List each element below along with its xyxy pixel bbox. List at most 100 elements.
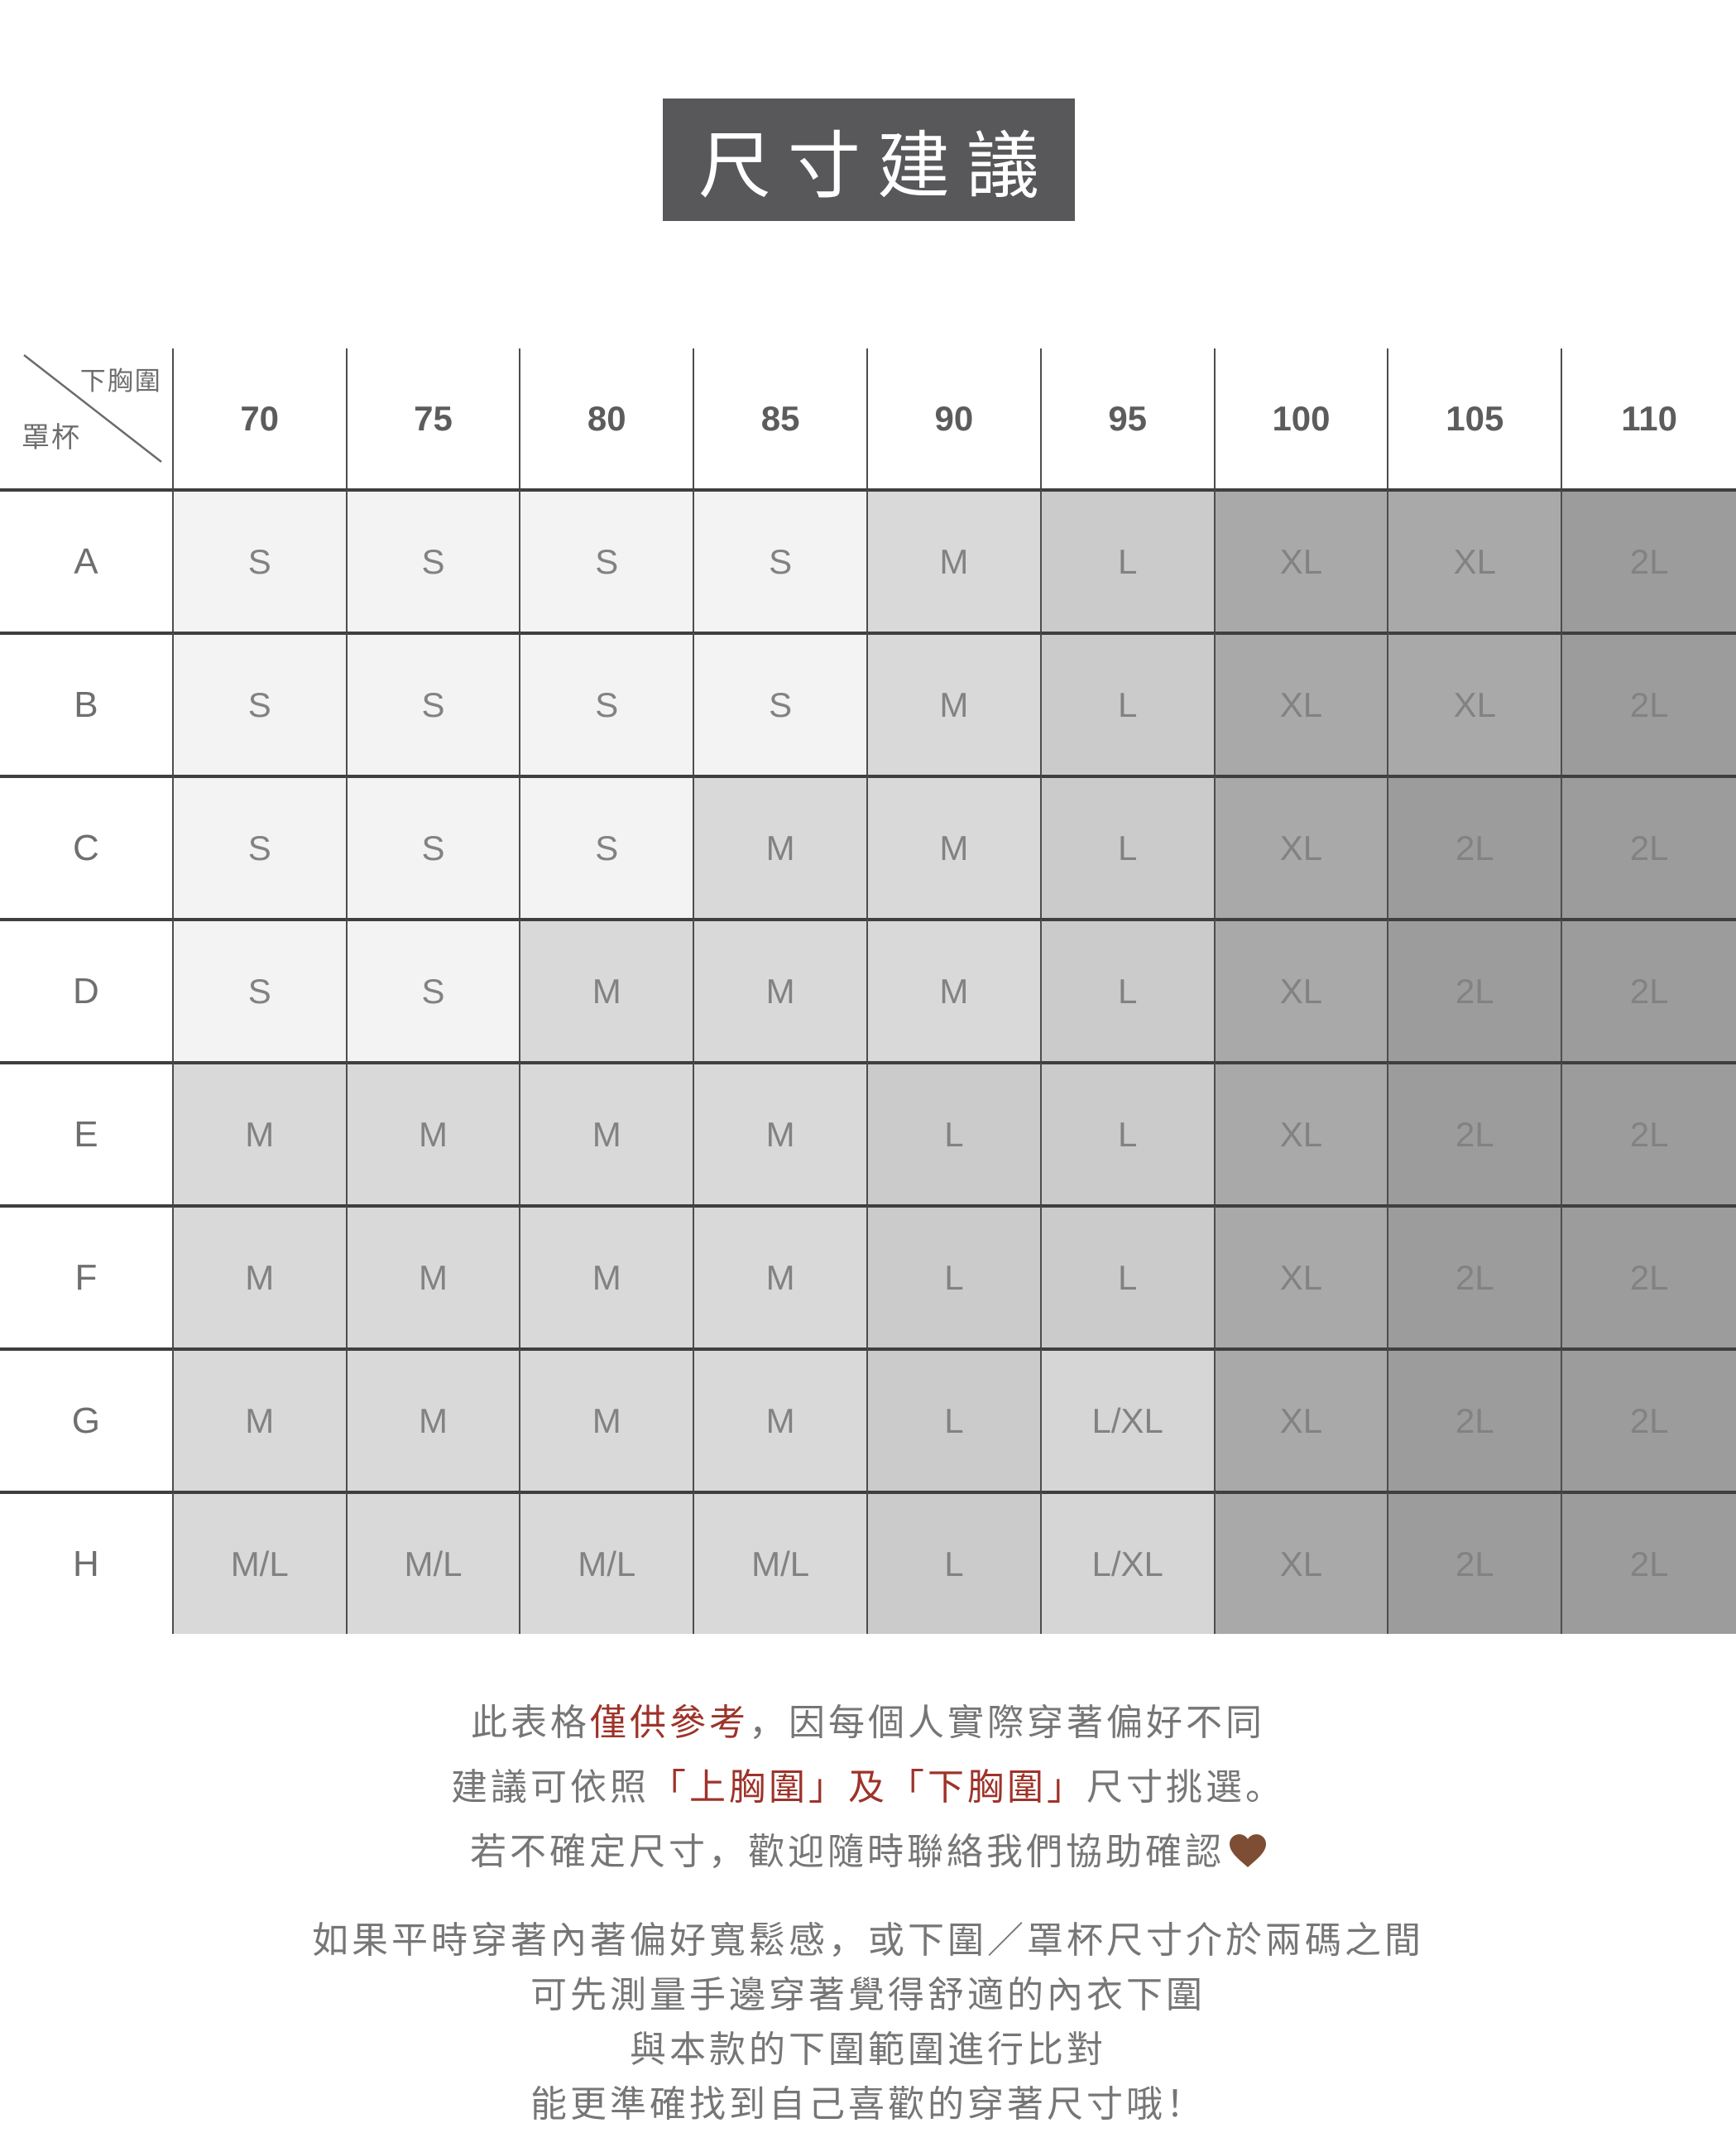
note-text: 如果平時穿著內著偏好寬鬆感，或下圍／罩杯尺寸介於兩碼之間 [312, 1920, 1424, 1961]
size-cell-G-110: 2L [1562, 1347, 1736, 1491]
row-label-H: H [0, 1491, 174, 1634]
size-cell-D-100: XL [1215, 918, 1389, 1061]
size-cell-C-95: L [1041, 775, 1216, 918]
size-cell-D-85: M [694, 918, 868, 1061]
size-cell-D-80: M [520, 918, 695, 1061]
size-cell-F-100: XL [1215, 1204, 1389, 1347]
size-cell-A-85: S [694, 488, 868, 632]
column-header-110: 110 [1562, 348, 1736, 488]
size-cell-A-100: XL [1215, 488, 1389, 632]
corner-header-cell: 下胸圍罩杯 [0, 348, 174, 488]
size-cell-G-75: M [347, 1347, 521, 1491]
note-text: 尺寸挑選。 [1086, 1767, 1285, 1808]
page-title: 尺寸建議 [698, 124, 1056, 207]
size-cell-G-70: M [173, 1347, 348, 1491]
size-cell-H-70: M/L [173, 1491, 348, 1634]
size-cell-E-75: M [347, 1061, 521, 1204]
size-cell-D-75: S [347, 918, 521, 1061]
size-cell-F-85: M [694, 1204, 868, 1347]
size-cell-F-70: M [173, 1204, 348, 1347]
size-cell-H-85: M/L [694, 1491, 868, 1634]
size-cell-A-80: S [520, 488, 695, 632]
note-line: 可先測量手邊穿著覺得舒適的內衣下圍 [0, 1968, 1736, 2023]
size-cell-H-95: L/XL [1041, 1491, 1216, 1634]
size-cell-F-75: M [347, 1204, 521, 1347]
column-header-70: 70 [173, 348, 348, 488]
size-cell-E-70: M [173, 1061, 348, 1204]
note-text: 能更準確找到自己喜歡的穿著尺寸哦！ [530, 2084, 1206, 2125]
size-cell-B-110: 2L [1562, 632, 1736, 775]
size-cell-C-80: S [520, 775, 695, 918]
size-cell-G-105: 2L [1388, 1347, 1563, 1491]
size-cell-B-105: XL [1388, 632, 1563, 775]
size-cell-G-95: L/XL [1041, 1347, 1216, 1491]
size-cell-F-95: L [1041, 1204, 1216, 1347]
size-cell-D-95: L [1041, 918, 1216, 1061]
size-cell-A-70: S [173, 488, 348, 632]
row-label-C: C [0, 775, 174, 918]
size-cell-A-95: L [1041, 488, 1216, 632]
note-text: 與本款的下圍範圍進行比對 [630, 2030, 1106, 2070]
size-cell-G-85: M [694, 1347, 868, 1491]
size-cell-F-80: M [520, 1204, 695, 1347]
corner-label-cup: 罩杯 [22, 422, 81, 454]
size-cell-E-80: M [520, 1061, 695, 1204]
size-cell-C-100: XL [1215, 775, 1389, 918]
size-cell-C-90: M [868, 775, 1042, 918]
size-cell-C-75: S [347, 775, 521, 918]
size-cell-E-110: 2L [1562, 1061, 1736, 1204]
size-cell-B-80: S [520, 632, 695, 775]
row-label-E: E [0, 1061, 174, 1204]
size-cell-C-105: 2L [1388, 775, 1563, 918]
size-cell-A-105: XL [1388, 488, 1563, 632]
size-chart-table: 下胸圍 罩杯 70 75 80 85 90 95 100 105 110 A S S S S M L XL XL 2L B… [0, 348, 1736, 1634]
size-cell-B-100: XL [1215, 632, 1389, 775]
size-cell-F-110: 2L [1562, 1204, 1736, 1347]
column-header-100: 100 [1215, 348, 1389, 488]
size-cell-H-80: M/L [520, 1491, 695, 1634]
note-line: 如果平時穿著內著偏好寬鬆感，或下圍／罩杯尺寸介於兩碼之間 [0, 1914, 1736, 1968]
size-cell-B-95: L [1041, 632, 1216, 775]
column-header-85: 85 [694, 348, 868, 488]
size-cell-H-105: 2L [1388, 1491, 1563, 1634]
size-cell-F-105: 2L [1388, 1204, 1563, 1347]
size-cell-E-95: L [1041, 1061, 1216, 1204]
row-label-G: G [0, 1347, 174, 1491]
size-cell-D-110: 2L [1562, 918, 1736, 1061]
size-cell-C-85: M [694, 775, 868, 918]
note-line: 若不確定尺寸，歡迎隨時聯絡我們協助確認 [0, 1820, 1736, 1888]
size-cell-B-85: S [694, 632, 868, 775]
size-cell-E-100: XL [1215, 1061, 1389, 1204]
note-text: 若不確定尺寸，歡迎隨時聯絡我們協助確認 [470, 1832, 1225, 1872]
note-text: 建議可依照 [451, 1767, 650, 1808]
note-measure-tip: 如果平時穿著內著偏好寬鬆感，或下圍／罩杯尺寸介於兩碼之間 可先測量手邊穿著覺得舒適… [0, 1914, 1736, 2132]
corner-label-underbust: 下胸圍 [79, 367, 162, 396]
size-cell-D-70: S [173, 918, 348, 1061]
size-cell-D-105: 2L [1388, 918, 1563, 1061]
note-text: 可先測量手邊穿著覺得舒適的內衣下圍 [530, 1975, 1206, 2015]
diagonal-divider [23, 354, 162, 463]
size-cell-A-110: 2L [1562, 488, 1736, 632]
note-text: 此表格 [471, 1703, 590, 1743]
size-cell-E-105: 2L [1388, 1061, 1563, 1204]
size-cell-D-90: M [868, 918, 1042, 1061]
note-text: ，因每個人實際穿著偏好不同 [749, 1703, 1265, 1743]
size-cell-A-75: S [347, 488, 521, 632]
column-header-90: 90 [868, 348, 1042, 488]
brown-heart-icon [1230, 1823, 1266, 1888]
size-cell-C-70: S [173, 775, 348, 918]
page-title-box: 尺寸建議 [663, 98, 1075, 221]
size-cell-C-110: 2L [1562, 775, 1736, 918]
note-line: 此表格僅供參考，因每個人實際穿著偏好不同 [0, 1691, 1736, 1756]
size-cell-H-75: M/L [347, 1491, 521, 1634]
size-cell-H-110: 2L [1562, 1491, 1736, 1634]
row-label-A: A [0, 488, 174, 632]
note-line: 建議可依照「上胸圍」及「下胸圍」尺寸挑選。 [0, 1756, 1736, 1820]
size-cell-G-80: M [520, 1347, 695, 1491]
size-cell-E-90: L [868, 1061, 1042, 1204]
row-label-B: B [0, 632, 174, 775]
size-cell-H-90: L [868, 1491, 1042, 1634]
size-cell-B-75: S [347, 632, 521, 775]
note-text-highlight: 「上胸圍」及「下胸圍」 [650, 1767, 1086, 1808]
